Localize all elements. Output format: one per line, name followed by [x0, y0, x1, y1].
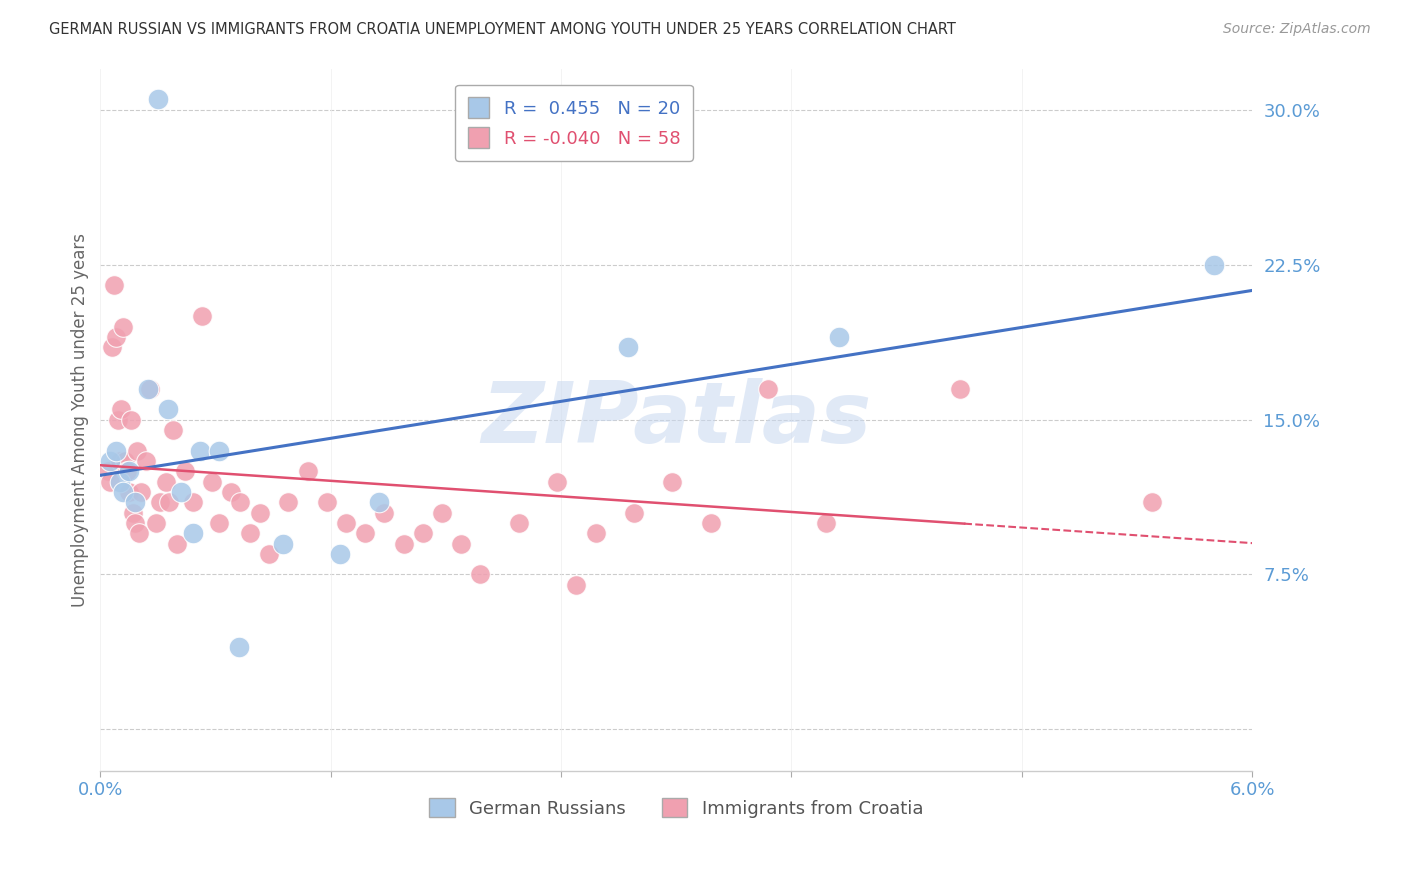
- Point: [120, 412, 142, 426]
- Point: [565, 578, 588, 592]
- Point: [188, 443, 211, 458]
- Point: [98, 475, 121, 489]
- Point: [470, 567, 492, 582]
- Point: [201, 475, 224, 489]
- Point: [170, 484, 193, 499]
- Point: [122, 506, 145, 520]
- Point: [208, 516, 231, 530]
- Point: [115, 464, 138, 478]
- Point: [392, 536, 415, 550]
- Point: [367, 495, 389, 509]
- Text: ZIPatlas: ZIPatlas: [481, 378, 872, 461]
- Point: [1202, 258, 1225, 272]
- Point: [103, 278, 125, 293]
- Point: [129, 484, 152, 499]
- Point: [159, 495, 181, 509]
- Point: [271, 536, 294, 550]
- Point: [181, 495, 204, 509]
- Point: [373, 506, 395, 520]
- Point: [135, 454, 157, 468]
- Point: [118, 484, 141, 499]
- Point: [700, 516, 723, 530]
- Point: [108, 454, 131, 468]
- Point: [228, 640, 250, 654]
- Point: [118, 464, 141, 478]
- Point: [208, 443, 231, 458]
- Y-axis label: Unemployment Among Youth under 25 years: Unemployment Among Youth under 25 years: [72, 233, 89, 607]
- Point: [97, 464, 120, 478]
- Point: [98, 454, 121, 468]
- Point: [146, 93, 169, 107]
- Point: [104, 330, 127, 344]
- Point: [110, 402, 132, 417]
- Point: [155, 475, 177, 489]
- Point: [354, 526, 377, 541]
- Point: [149, 495, 172, 509]
- Point: [297, 464, 319, 478]
- Point: [949, 382, 972, 396]
- Point: [329, 547, 352, 561]
- Point: [162, 423, 184, 437]
- Point: [104, 443, 127, 458]
- Point: [335, 516, 357, 530]
- Point: [239, 526, 262, 541]
- Point: [546, 475, 568, 489]
- Point: [249, 506, 271, 520]
- Point: [191, 310, 214, 324]
- Point: [138, 382, 160, 396]
- Point: [617, 340, 640, 354]
- Point: [145, 516, 167, 530]
- Point: [661, 475, 683, 489]
- Legend: German Russians, Immigrants from Croatia: German Russians, Immigrants from Croatia: [422, 791, 931, 825]
- Point: [758, 382, 780, 396]
- Point: [229, 495, 252, 509]
- Point: [450, 536, 472, 550]
- Point: [107, 412, 129, 426]
- Point: [156, 402, 179, 417]
- Point: [219, 484, 242, 499]
- Point: [259, 547, 281, 561]
- Point: [128, 526, 150, 541]
- Text: Source: ZipAtlas.com: Source: ZipAtlas.com: [1223, 22, 1371, 37]
- Point: [114, 454, 136, 468]
- Point: [585, 526, 607, 541]
- Point: [315, 495, 337, 509]
- Point: [125, 443, 148, 458]
- Point: [828, 330, 851, 344]
- Point: [124, 495, 146, 509]
- Point: [112, 484, 135, 499]
- Point: [124, 516, 146, 530]
- Point: [814, 516, 837, 530]
- Point: [101, 340, 124, 354]
- Point: [412, 526, 434, 541]
- Point: [430, 506, 453, 520]
- Point: [166, 536, 188, 550]
- Point: [508, 516, 530, 530]
- Point: [108, 475, 131, 489]
- Point: [181, 526, 204, 541]
- Point: [277, 495, 299, 509]
- Point: [139, 382, 162, 396]
- Point: [112, 319, 135, 334]
- Text: GERMAN RUSSIAN VS IMMIGRANTS FROM CROATIA UNEMPLOYMENT AMONG YOUTH UNDER 25 YEAR: GERMAN RUSSIAN VS IMMIGRANTS FROM CROATI…: [49, 22, 956, 37]
- Point: [623, 506, 645, 520]
- Point: [173, 464, 195, 478]
- Point: [1142, 495, 1164, 509]
